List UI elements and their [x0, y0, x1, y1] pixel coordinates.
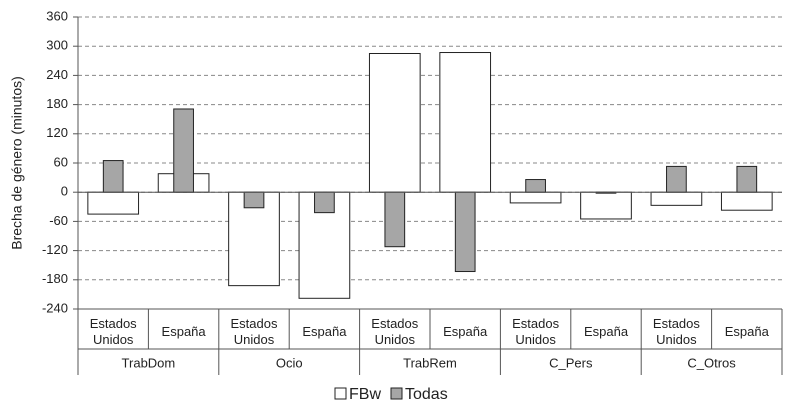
group-label: C_Otros [687, 355, 736, 370]
legend-label: Todas [405, 386, 448, 403]
bar [439, 52, 492, 193]
bar [243, 191, 265, 209]
bar [720, 191, 773, 211]
bar [314, 191, 335, 214]
bar [509, 191, 562, 204]
x-tick-label: Estados Unidos [512, 316, 559, 347]
y-tick-label: -180 [42, 271, 68, 286]
group-label: Ocio [276, 355, 303, 370]
legend-swatch [390, 387, 403, 400]
bar [736, 165, 758, 193]
y-tick-label: -240 [42, 300, 68, 315]
bar [454, 191, 476, 273]
x-tick-label: España [584, 324, 629, 339]
y-tick-label: 180 [46, 96, 68, 111]
x-tick-label: Estados Unidos [371, 316, 418, 347]
y-tick-label: 60 [54, 154, 68, 169]
x-tick-label: España [162, 324, 207, 339]
y-tick-label: 240 [46, 67, 68, 82]
x-tick-label: España [725, 324, 770, 339]
y-tick-label: 300 [46, 38, 68, 53]
y-tick-label: 0 [61, 184, 68, 199]
bar [87, 191, 140, 215]
y-tick-label: 360 [46, 8, 68, 23]
bar [173, 108, 194, 193]
bar [650, 191, 703, 206]
x-tick-label: España [302, 324, 347, 339]
group-label: TrabDom [122, 355, 176, 370]
y-tick-label: 120 [46, 125, 68, 140]
group-label: TrabRem [403, 355, 457, 370]
bar [525, 179, 546, 193]
bar [102, 160, 124, 193]
legend-swatch [334, 387, 347, 400]
legend-label: FBw [349, 386, 381, 403]
bar [384, 191, 406, 248]
x-tick-label: Estados Unidos [90, 316, 137, 347]
y-tick-label: -120 [42, 242, 68, 257]
y-axis-label: Brecha de género (minutos) [9, 76, 25, 250]
x-tick-label: Estados Unidos [653, 316, 700, 347]
bar [368, 53, 421, 193]
x-tick-label: España [443, 324, 488, 339]
y-tick-label: -60 [49, 213, 68, 228]
group-label: C_Pers [549, 355, 593, 370]
x-tick-label: Estados Unidos [231, 316, 278, 347]
bar [666, 165, 687, 193]
bar [580, 191, 632, 220]
